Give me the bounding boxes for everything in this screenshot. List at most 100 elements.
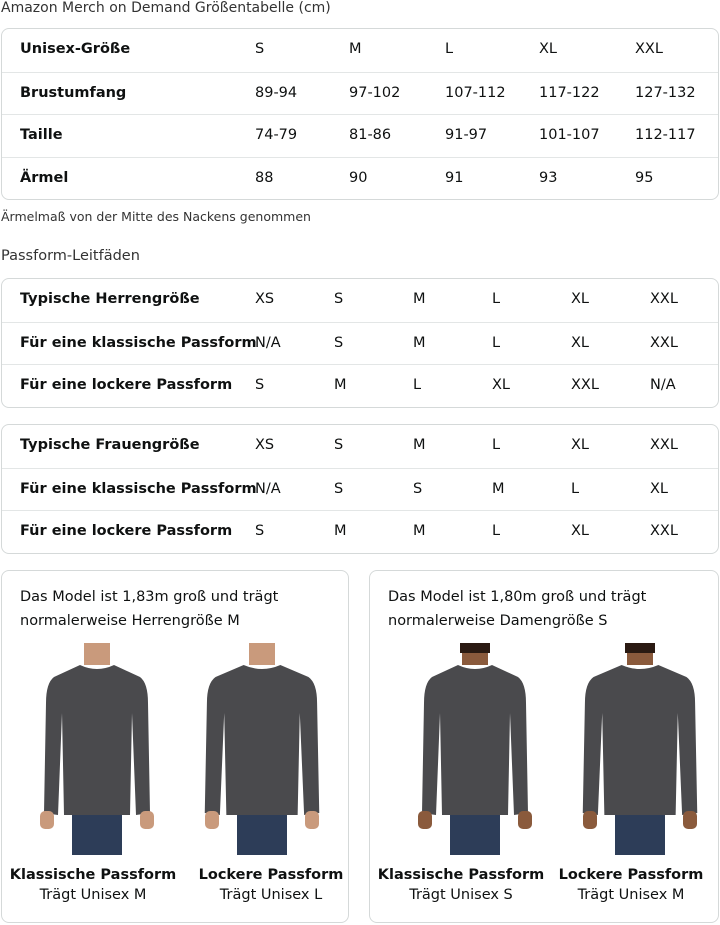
row-label: Typische Frauengröße [20, 437, 200, 453]
fit-guide-title: Passform-Leitfäden [1, 248, 140, 264]
table-cell: L [492, 523, 501, 539]
table-cell: 88 [255, 169, 274, 186]
table-cell: M [413, 334, 426, 351]
table-cell: 91-97 [445, 127, 488, 143]
table-cell: XXL [650, 291, 678, 307]
table-cell: S [413, 480, 423, 497]
table-cell: S [334, 480, 344, 497]
table-cell: M [492, 480, 505, 497]
size-worn: Trägt Unisex M [577, 887, 685, 903]
row-label: Für eine lockere Passform [20, 377, 233, 393]
table-row: Für eine lockere Passform S M L XL XXL N/A [2, 364, 718, 407]
table-cell: XXL [650, 437, 678, 453]
fit-caption: Lockere Passform Trägt Unisex L [181, 867, 361, 903]
fit-caption: Klassische Passform Trägt Unisex S [371, 867, 551, 903]
model-photo [410, 643, 540, 859]
table-cell: S [255, 523, 265, 539]
row-label: Ärmel [20, 169, 69, 186]
model-photo [575, 643, 705, 859]
table-cell: XL [492, 377, 511, 393]
table-cell: M [413, 437, 426, 453]
table-cell: XXL [571, 377, 599, 393]
page-title: Amazon Merch on Demand Größentabelle (cm… [1, 0, 331, 16]
size-table: Unisex-Größe S M L XL XXL Brustumfang 89-94 97-1… [1, 28, 719, 200]
table-row: Taille 74-79 81-86 91-97 101-107 112-117 [2, 114, 718, 157]
table-cell: XS [255, 437, 275, 453]
model-photo [197, 643, 327, 859]
table-row: Für eine klassische Passform N/A S S M L XL [2, 467, 718, 511]
table-cell: L [571, 480, 580, 497]
table-cell: S [334, 437, 344, 453]
table-cell: M [334, 377, 347, 393]
row-label: Typische Herrengröße [20, 291, 200, 307]
table-cell: M [413, 523, 426, 539]
table-cell: XL [650, 480, 669, 497]
women-model-card: Das Model ist 1,80m groß und trägt norma… [369, 570, 719, 923]
model-description: Das Model ist 1,83m groß und trägt norma… [20, 589, 279, 629]
table-cell: XXL [650, 523, 678, 539]
table-cell: 89-94 [255, 84, 298, 101]
row-label: Für eine klassische Passform [20, 334, 257, 351]
row-label: Unisex-Größe [20, 41, 131, 57]
fit-name: Klassische Passform [9, 867, 177, 883]
model-description: Das Model ist 1,80m groß und trägt norma… [388, 589, 647, 629]
table-cell: 107-112 [445, 84, 506, 101]
row-label: Brustumfang [20, 84, 127, 101]
row-label: Für eine klassische Passform [20, 480, 257, 497]
table-cell: L [492, 437, 501, 453]
table-cell: 90 [349, 169, 368, 186]
row-label: Für eine lockere Passform [20, 523, 233, 539]
table-row: Für eine lockere Passform S M M L XL XXL [2, 510, 718, 553]
table-cell: 117-122 [539, 84, 600, 101]
table-cell: XL [571, 291, 590, 307]
table-row: Typische Frauengröße XS S M L XL XXL [2, 425, 718, 468]
table-cell: N/A [255, 334, 281, 351]
size-worn: Trägt Unisex M [39, 887, 147, 903]
table-cell: S [255, 41, 265, 57]
table-cell: 74-79 [255, 127, 298, 143]
table-row: Brustumfang 89-94 97-102 107-112 117-122 127-… [2, 71, 718, 115]
table-cell: 97-102 [349, 84, 401, 101]
table-cell: 101-107 [539, 127, 600, 143]
table-cell: XXL [635, 41, 663, 57]
table-cell: N/A [255, 480, 281, 497]
table-cell: S [255, 377, 265, 393]
table-row: Für eine klassische Passform N/A S M L XL XXL [2, 321, 718, 365]
women-fit-table: Typische Frauengröße XS S M L XL XXL Für eine k… [1, 424, 719, 554]
table-cell: M [413, 291, 426, 307]
table-cell: M [349, 41, 362, 57]
fit-caption: Lockere Passform Trägt Unisex M [541, 867, 720, 903]
table-cell: XL [571, 334, 590, 351]
model-photo [32, 643, 162, 859]
table-cell: 81-86 [349, 127, 392, 143]
table-cell: S [334, 334, 344, 351]
table-cell: L [445, 41, 454, 57]
table-cell: 91 [445, 169, 464, 186]
table-cell: XS [255, 291, 275, 307]
fit-name: Lockere Passform [558, 867, 704, 883]
table-cell: 93 [539, 169, 558, 186]
table-cell: 127-132 [635, 84, 696, 101]
table-cell: M [334, 523, 347, 539]
table-cell: L [492, 334, 501, 351]
table-cell: L [492, 291, 501, 307]
men-fit-table: Typische Herrengröße XS S M L XL XXL Für eine k… [1, 278, 719, 408]
table-cell: 112-117 [635, 127, 696, 143]
size-worn: Trägt Unisex L [219, 887, 323, 903]
table-cell: XL [571, 437, 590, 453]
table-cell: L [413, 377, 422, 393]
table-cell: XL [539, 41, 558, 57]
table-cell: 95 [635, 169, 654, 186]
table-cell: XL [571, 523, 590, 539]
size-worn: Trägt Unisex S [409, 887, 513, 903]
table-cell: XXL [650, 334, 678, 351]
table-row: Unisex-Größe S M L XL XXL [2, 29, 718, 72]
row-label: Taille [20, 127, 63, 143]
table-cell: S [334, 291, 344, 307]
sleeve-note: Ärmelmaß von der Mitte des Nackens genom… [1, 209, 311, 224]
table-row: Ärmel 88 90 91 93 95 [2, 156, 718, 200]
table-row: Typische Herrengröße XS S M L XL XXL [2, 279, 718, 322]
fit-caption: Klassische Passform Trägt Unisex M [3, 867, 183, 903]
men-model-card: Das Model ist 1,83m groß und trägt norma… [1, 570, 349, 923]
fit-name: Klassische Passform [377, 867, 545, 883]
